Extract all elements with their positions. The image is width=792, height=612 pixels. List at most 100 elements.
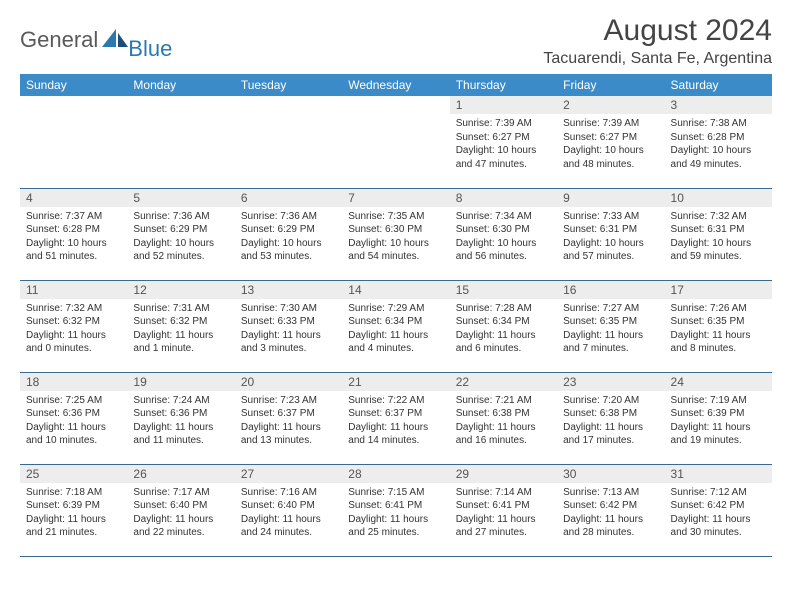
day-details: Sunrise: 7:15 AMSunset: 6:41 PMDaylight:… bbox=[342, 483, 449, 544]
day-number: 14 bbox=[342, 281, 449, 299]
day-details: Sunrise: 7:17 AMSunset: 6:40 PMDaylight:… bbox=[127, 483, 234, 544]
calendar-cell: 29Sunrise: 7:14 AMSunset: 6:41 PMDayligh… bbox=[450, 464, 557, 556]
day-number: 11 bbox=[20, 281, 127, 299]
day-details: Sunrise: 7:34 AMSunset: 6:30 PMDaylight:… bbox=[450, 207, 557, 268]
day-details: Sunrise: 7:18 AMSunset: 6:39 PMDaylight:… bbox=[20, 483, 127, 544]
day-number: 21 bbox=[342, 373, 449, 391]
day-number: 18 bbox=[20, 373, 127, 391]
day-details: Sunrise: 7:20 AMSunset: 6:38 PMDaylight:… bbox=[557, 391, 664, 452]
day-details: Sunrise: 7:35 AMSunset: 6:30 PMDaylight:… bbox=[342, 207, 449, 268]
calendar-table: Sunday Monday Tuesday Wednesday Thursday… bbox=[20, 74, 772, 557]
day-details: Sunrise: 7:23 AMSunset: 6:37 PMDaylight:… bbox=[235, 391, 342, 452]
calendar-week: 25Sunrise: 7:18 AMSunset: 6:39 PMDayligh… bbox=[20, 464, 772, 556]
title-block: August 2024 Tacuarendi, Santa Fe, Argent… bbox=[543, 14, 772, 68]
day-number: 26 bbox=[127, 465, 234, 483]
day-details: Sunrise: 7:26 AMSunset: 6:35 PMDaylight:… bbox=[665, 299, 772, 360]
calendar-cell: 17Sunrise: 7:26 AMSunset: 6:35 PMDayligh… bbox=[665, 280, 772, 372]
day-number: 28 bbox=[342, 465, 449, 483]
calendar-cell: 14Sunrise: 7:29 AMSunset: 6:34 PMDayligh… bbox=[342, 280, 449, 372]
day-details: Sunrise: 7:37 AMSunset: 6:28 PMDaylight:… bbox=[20, 207, 127, 268]
day-details: Sunrise: 7:39 AMSunset: 6:27 PMDaylight:… bbox=[557, 114, 664, 175]
day-number: 17 bbox=[665, 281, 772, 299]
day-number: 24 bbox=[665, 373, 772, 391]
day-number: 1 bbox=[450, 96, 557, 114]
calendar-cell: 23Sunrise: 7:20 AMSunset: 6:38 PMDayligh… bbox=[557, 372, 664, 464]
calendar-cell bbox=[342, 96, 449, 188]
calendar-cell: 1Sunrise: 7:39 AMSunset: 6:27 PMDaylight… bbox=[450, 96, 557, 188]
day-header: Friday bbox=[557, 74, 664, 96]
day-details: Sunrise: 7:29 AMSunset: 6:34 PMDaylight:… bbox=[342, 299, 449, 360]
day-details: Sunrise: 7:19 AMSunset: 6:39 PMDaylight:… bbox=[665, 391, 772, 452]
day-header: Tuesday bbox=[235, 74, 342, 96]
day-details: Sunrise: 7:14 AMSunset: 6:41 PMDaylight:… bbox=[450, 483, 557, 544]
calendar-cell bbox=[127, 96, 234, 188]
location-text: Tacuarendi, Santa Fe, Argentina bbox=[543, 50, 772, 68]
month-title: August 2024 bbox=[543, 14, 772, 48]
day-details: Sunrise: 7:12 AMSunset: 6:42 PMDaylight:… bbox=[665, 483, 772, 544]
calendar-cell: 22Sunrise: 7:21 AMSunset: 6:38 PMDayligh… bbox=[450, 372, 557, 464]
calendar-cell: 21Sunrise: 7:22 AMSunset: 6:37 PMDayligh… bbox=[342, 372, 449, 464]
header: General Blue August 2024 Tacuarendi, San… bbox=[20, 14, 772, 68]
calendar-cell: 26Sunrise: 7:17 AMSunset: 6:40 PMDayligh… bbox=[127, 464, 234, 556]
day-details: Sunrise: 7:38 AMSunset: 6:28 PMDaylight:… bbox=[665, 114, 772, 175]
day-number: 10 bbox=[665, 189, 772, 207]
calendar-cell: 7Sunrise: 7:35 AMSunset: 6:30 PMDaylight… bbox=[342, 188, 449, 280]
day-header: Monday bbox=[127, 74, 234, 96]
day-number: 23 bbox=[557, 373, 664, 391]
day-number: 3 bbox=[665, 96, 772, 114]
brand-text-blue: Blue bbox=[128, 36, 172, 62]
day-details: Sunrise: 7:25 AMSunset: 6:36 PMDaylight:… bbox=[20, 391, 127, 452]
day-number: 27 bbox=[235, 465, 342, 483]
calendar-cell: 3Sunrise: 7:38 AMSunset: 6:28 PMDaylight… bbox=[665, 96, 772, 188]
day-header: Wednesday bbox=[342, 74, 449, 96]
day-number: 7 bbox=[342, 189, 449, 207]
day-details: Sunrise: 7:30 AMSunset: 6:33 PMDaylight:… bbox=[235, 299, 342, 360]
day-number: 13 bbox=[235, 281, 342, 299]
calendar-cell: 6Sunrise: 7:36 AMSunset: 6:29 PMDaylight… bbox=[235, 188, 342, 280]
day-number: 20 bbox=[235, 373, 342, 391]
calendar-cell: 24Sunrise: 7:19 AMSunset: 6:39 PMDayligh… bbox=[665, 372, 772, 464]
calendar-cell: 5Sunrise: 7:36 AMSunset: 6:29 PMDaylight… bbox=[127, 188, 234, 280]
calendar-cell: 11Sunrise: 7:32 AMSunset: 6:32 PMDayligh… bbox=[20, 280, 127, 372]
day-header: Saturday bbox=[665, 74, 772, 96]
calendar-cell: 19Sunrise: 7:24 AMSunset: 6:36 PMDayligh… bbox=[127, 372, 234, 464]
day-number: 29 bbox=[450, 465, 557, 483]
brand-sail-icon bbox=[102, 29, 128, 47]
calendar-cell: 2Sunrise: 7:39 AMSunset: 6:27 PMDaylight… bbox=[557, 96, 664, 188]
calendar-cell: 16Sunrise: 7:27 AMSunset: 6:35 PMDayligh… bbox=[557, 280, 664, 372]
calendar-week: 11Sunrise: 7:32 AMSunset: 6:32 PMDayligh… bbox=[20, 280, 772, 372]
day-number: 31 bbox=[665, 465, 772, 483]
day-number: 2 bbox=[557, 96, 664, 114]
day-details: Sunrise: 7:16 AMSunset: 6:40 PMDaylight:… bbox=[235, 483, 342, 544]
day-number: 8 bbox=[450, 189, 557, 207]
day-header: Thursday bbox=[450, 74, 557, 96]
day-details: Sunrise: 7:31 AMSunset: 6:32 PMDaylight:… bbox=[127, 299, 234, 360]
day-details: Sunrise: 7:27 AMSunset: 6:35 PMDaylight:… bbox=[557, 299, 664, 360]
day-details: Sunrise: 7:32 AMSunset: 6:32 PMDaylight:… bbox=[20, 299, 127, 360]
day-number: 16 bbox=[557, 281, 664, 299]
day-header-row: Sunday Monday Tuesday Wednesday Thursday… bbox=[20, 74, 772, 96]
day-details: Sunrise: 7:39 AMSunset: 6:27 PMDaylight:… bbox=[450, 114, 557, 175]
day-details: Sunrise: 7:22 AMSunset: 6:37 PMDaylight:… bbox=[342, 391, 449, 452]
day-details: Sunrise: 7:28 AMSunset: 6:34 PMDaylight:… bbox=[450, 299, 557, 360]
day-details: Sunrise: 7:36 AMSunset: 6:29 PMDaylight:… bbox=[235, 207, 342, 268]
calendar-cell: 10Sunrise: 7:32 AMSunset: 6:31 PMDayligh… bbox=[665, 188, 772, 280]
day-number: 22 bbox=[450, 373, 557, 391]
day-number: 25 bbox=[20, 465, 127, 483]
day-number: 19 bbox=[127, 373, 234, 391]
calendar-cell bbox=[20, 96, 127, 188]
calendar-cell: 30Sunrise: 7:13 AMSunset: 6:42 PMDayligh… bbox=[557, 464, 664, 556]
calendar-cell: 20Sunrise: 7:23 AMSunset: 6:37 PMDayligh… bbox=[235, 372, 342, 464]
day-number: 15 bbox=[450, 281, 557, 299]
calendar-cell: 12Sunrise: 7:31 AMSunset: 6:32 PMDayligh… bbox=[127, 280, 234, 372]
calendar-cell: 8Sunrise: 7:34 AMSunset: 6:30 PMDaylight… bbox=[450, 188, 557, 280]
calendar-cell: 18Sunrise: 7:25 AMSunset: 6:36 PMDayligh… bbox=[20, 372, 127, 464]
calendar-cell: 13Sunrise: 7:30 AMSunset: 6:33 PMDayligh… bbox=[235, 280, 342, 372]
calendar-cell: 31Sunrise: 7:12 AMSunset: 6:42 PMDayligh… bbox=[665, 464, 772, 556]
day-details: Sunrise: 7:21 AMSunset: 6:38 PMDaylight:… bbox=[450, 391, 557, 452]
day-number: 12 bbox=[127, 281, 234, 299]
calendar-week: 18Sunrise: 7:25 AMSunset: 6:36 PMDayligh… bbox=[20, 372, 772, 464]
calendar-week: 4Sunrise: 7:37 AMSunset: 6:28 PMDaylight… bbox=[20, 188, 772, 280]
brand-logo: General Blue bbox=[20, 18, 172, 62]
calendar-cell: 4Sunrise: 7:37 AMSunset: 6:28 PMDaylight… bbox=[20, 188, 127, 280]
